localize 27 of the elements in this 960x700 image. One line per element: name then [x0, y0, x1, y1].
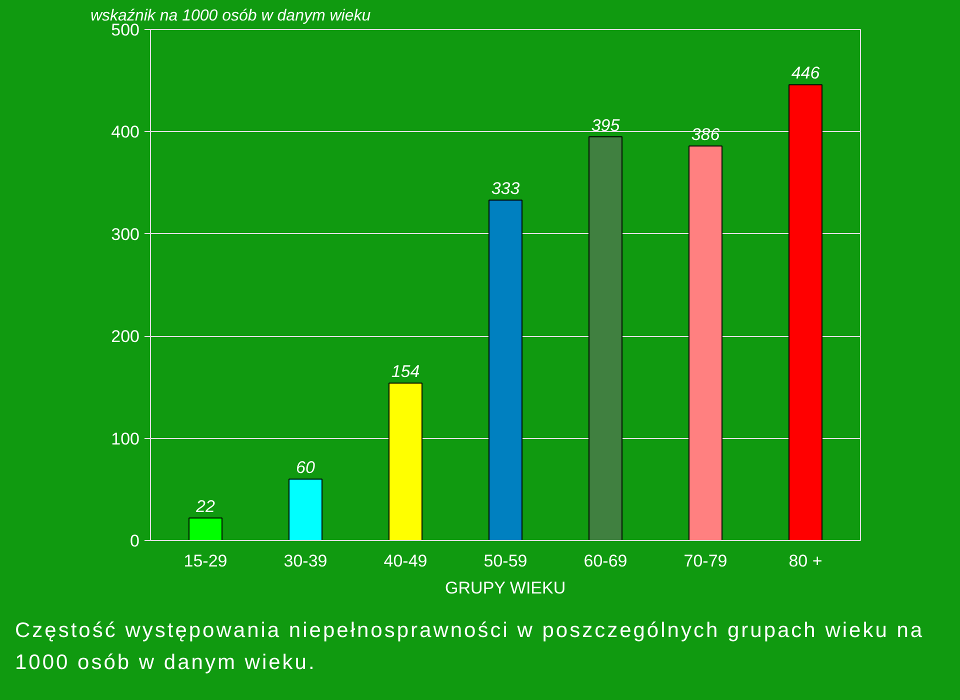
- x-axis-title: GRUPY WIEKU: [445, 578, 566, 598]
- y-tick-label: 0: [130, 532, 140, 550]
- x-tick-label: 70-79: [684, 552, 728, 570]
- data-label: 333: [491, 179, 520, 198]
- x-tick-label: 40-49: [384, 552, 428, 570]
- data-label: 446: [791, 64, 820, 83]
- x-tick-label: 50-59: [484, 552, 528, 570]
- data-label: 60: [296, 458, 316, 478]
- bar: [288, 478, 322, 540]
- y-tick-label: 300: [111, 224, 140, 244]
- bar: [388, 382, 422, 540]
- x-tick-label: 30-39: [284, 552, 328, 570]
- data-label: 22: [195, 497, 216, 516]
- data-label: 395: [591, 116, 620, 135]
- bar: [488, 200, 522, 540]
- x-tick-label: 60-69: [584, 552, 628, 570]
- bar: [188, 518, 222, 540]
- x-tick-label: 80 +: [788, 552, 822, 570]
- bar: [588, 136, 622, 540]
- y-tick-label: 400: [111, 122, 140, 142]
- text: Częstość występowania niepełnosprawności w poszczególnych grupach wieku na 1000 osób w danym wieku.: [15, 618, 926, 676]
- y-tick-label: 100: [111, 429, 140, 448]
- bar: [688, 146, 722, 540]
- x-tick-label: 15-29: [184, 552, 228, 570]
- bar: [788, 84, 822, 540]
- data-label: 154: [391, 362, 420, 382]
- y-tick-label: 200: [111, 327, 140, 346]
